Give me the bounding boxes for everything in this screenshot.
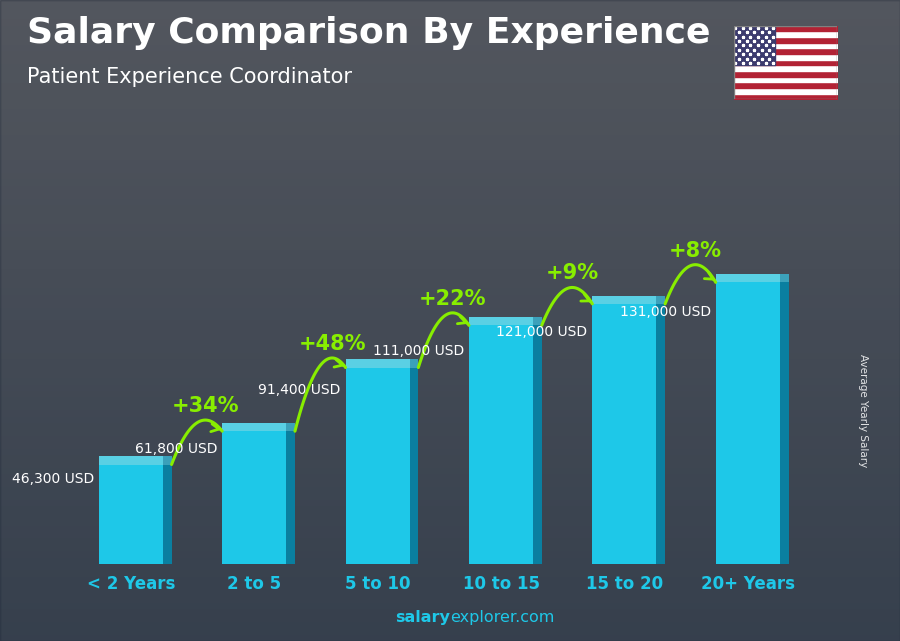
Bar [163, 465, 172, 564]
Text: Patient Experience Coordinator: Patient Experience Coordinator [27, 67, 352, 87]
Bar [346, 359, 410, 367]
Bar [99, 465, 163, 564]
Bar [592, 296, 656, 304]
Bar [716, 283, 780, 564]
Bar [780, 283, 788, 564]
Bar [592, 304, 656, 564]
Text: Salary Comparison By Experience: Salary Comparison By Experience [27, 16, 710, 50]
Bar [533, 326, 542, 564]
Text: +48%: +48% [299, 334, 366, 354]
Bar [346, 367, 410, 564]
Bar [99, 456, 163, 465]
Text: +22%: +22% [418, 289, 486, 309]
Text: 61,800 USD: 61,800 USD [135, 442, 217, 456]
Text: Average Yearly Salary: Average Yearly Salary [859, 354, 868, 467]
Bar [410, 367, 418, 564]
Bar [469, 326, 533, 564]
Bar [656, 304, 665, 564]
Text: 131,000 USD: 131,000 USD [620, 305, 711, 319]
Bar [469, 317, 533, 326]
Text: +9%: +9% [546, 263, 599, 283]
Bar [410, 359, 418, 367]
Text: salary: salary [395, 610, 450, 625]
Text: 46,300 USD: 46,300 USD [12, 472, 94, 487]
Bar [222, 431, 286, 564]
Bar [163, 456, 172, 465]
Bar [286, 423, 295, 431]
Text: 91,400 USD: 91,400 USD [258, 383, 340, 397]
Bar [656, 296, 665, 304]
Bar [780, 274, 788, 283]
Bar [222, 423, 286, 431]
Bar [716, 274, 780, 283]
Text: explorer.com: explorer.com [450, 610, 554, 625]
Text: 111,000 USD: 111,000 USD [373, 344, 464, 358]
Bar [533, 317, 542, 326]
Text: 121,000 USD: 121,000 USD [496, 325, 588, 338]
Text: +8%: +8% [669, 240, 722, 261]
Bar [286, 431, 295, 564]
Text: +34%: +34% [172, 396, 239, 416]
